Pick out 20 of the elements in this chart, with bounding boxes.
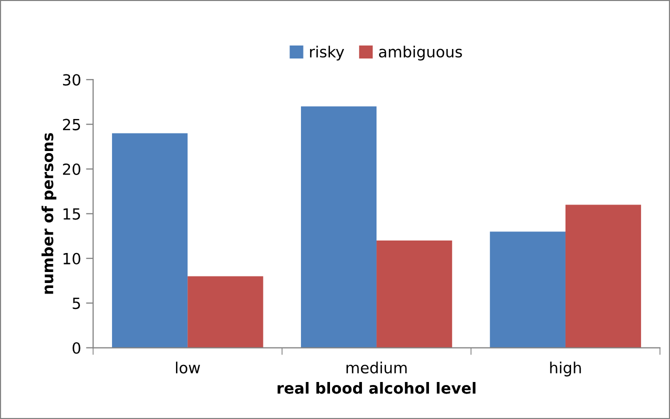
legend-label: risky bbox=[310, 46, 344, 60]
y-tick-label: 20 bbox=[63, 163, 80, 176]
x-tick-label: medium bbox=[346, 362, 407, 374]
y-axis-title: number of persons bbox=[42, 133, 56, 294]
x-tick-label: low bbox=[176, 362, 200, 374]
legend-label: ambiguous bbox=[379, 46, 462, 60]
y-tick-label: 5 bbox=[72, 298, 80, 310]
y-tick-label: 0 bbox=[72, 342, 80, 354]
y-tick-label: 10 bbox=[64, 252, 80, 264]
y-tick-label: 25 bbox=[63, 118, 80, 130]
x-tick-label: high bbox=[550, 362, 581, 376]
bar bbox=[490, 232, 566, 348]
bar bbox=[112, 133, 188, 348]
y-tick-label: 15 bbox=[64, 208, 80, 220]
bar bbox=[565, 204, 642, 348]
bar bbox=[188, 276, 264, 348]
y-tick-label: 30 bbox=[63, 74, 80, 86]
bar bbox=[300, 106, 377, 348]
x-axis-title: real blood alcohol level bbox=[278, 382, 476, 394]
bar bbox=[376, 240, 452, 348]
